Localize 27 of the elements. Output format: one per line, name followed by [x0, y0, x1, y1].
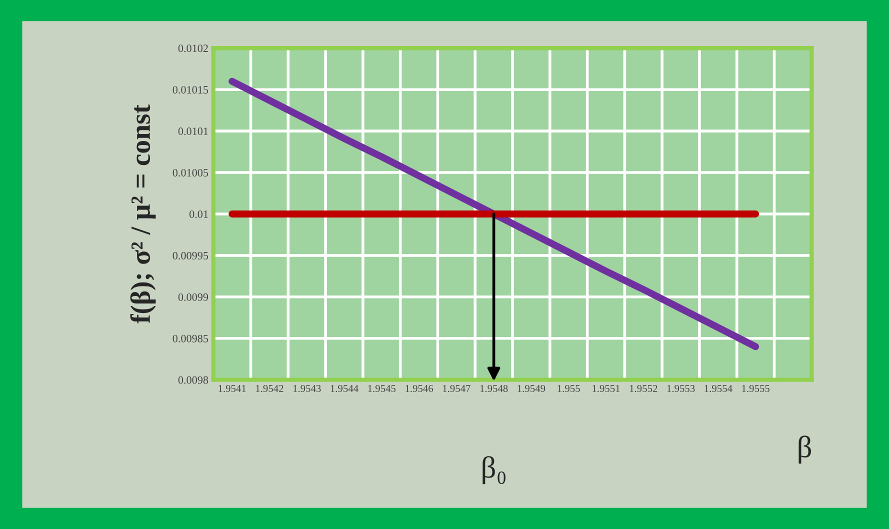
text: β₀ [482, 456, 506, 484]
y-tick-label: 0.0101 [178, 128, 208, 136]
y-axis-title: f(β); σ² / μ² = const [130, 104, 156, 324]
x-tick-label: 1.9541 [218, 385, 246, 392]
y-tick-label: 0.0102 [178, 44, 208, 52]
x-axis-title: β [798, 436, 812, 464]
x-tick-label: 1.9555 [742, 385, 770, 392]
y-tick-label: 0.00995 [172, 252, 208, 260]
x-tick-label: 1.9551 [592, 385, 620, 392]
y-tick-label: 0.00985 [172, 334, 208, 342]
x-tick-label: 1.9549 [518, 385, 546, 392]
x-tick-label: 1.9552 [630, 385, 658, 392]
x-tick-label: 1.9548 [480, 384, 508, 392]
x-tick-label: 1.9544 [330, 385, 358, 392]
y-tick-label: 0.0099 [178, 293, 208, 301]
y-tick-label: 0.01015 [172, 86, 208, 94]
x-tick-label: 1.9542 [256, 385, 284, 392]
y-tick-label: 0.01 [189, 210, 208, 218]
x-tick-label: 1.9543 [293, 385, 321, 392]
x-tick-label: 1.9546 [406, 385, 434, 392]
x-tick-label: 1.9553 [667, 385, 695, 392]
x-tick-label: 1.9547 [443, 385, 470, 392]
y-tick-label: 0.01005 [172, 168, 208, 177]
x-tick-label: 1.955 [558, 385, 580, 392]
y-tick-label: 0.0098 [178, 376, 208, 384]
x-tick-label: 1.9554 [704, 385, 732, 392]
x-tick-label: 1.9545 [368, 385, 396, 392]
